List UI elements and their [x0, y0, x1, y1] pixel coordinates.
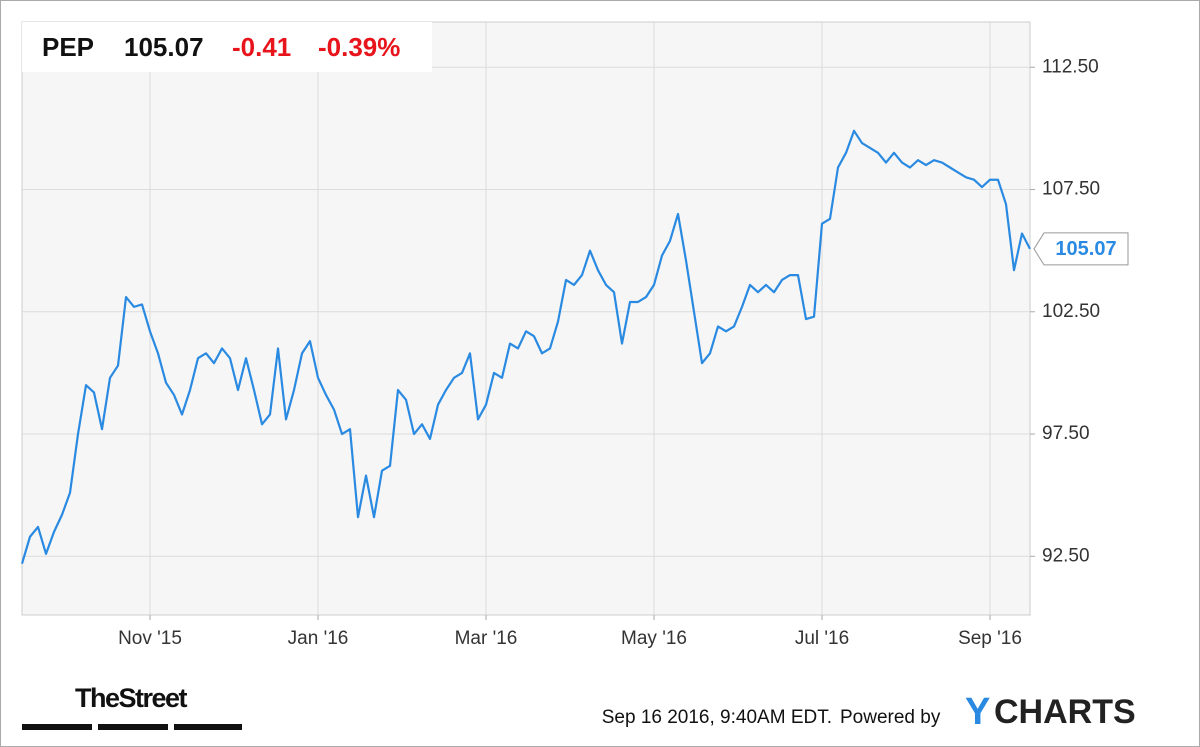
last-value-label: 105.07	[1055, 238, 1116, 260]
timestamp: Sep 16 2016, 9:40AM EDT.	[602, 707, 832, 728]
y-tick-label: 92.50	[1042, 545, 1090, 566]
change: -0.41	[232, 32, 291, 62]
x-tick-label: Mar '16	[455, 628, 518, 649]
price-line	[20, 129, 1031, 564]
x-tick-label: May '16	[621, 628, 687, 649]
y-tick-label: 107.50	[1042, 179, 1100, 200]
x-tick-label: Sep '16	[958, 628, 1022, 649]
y-tick-label: 112.50	[1042, 56, 1099, 77]
x-tick-label: Nov '15	[118, 628, 182, 649]
quote-box	[22, 22, 432, 72]
y-tick-label: 102.50	[1042, 301, 1100, 322]
change-percent: -0.39%	[318, 32, 400, 62]
brand-mark: Y	[965, 691, 990, 733]
price: 105.07	[124, 32, 204, 62]
logo-bar	[98, 724, 168, 730]
brand-name: CHARTS	[994, 693, 1136, 731]
plot-area	[21, 21, 1031, 616]
x-tick-label: Jan '16	[288, 628, 349, 649]
ticker: PEP	[42, 32, 94, 62]
logo-bar	[174, 724, 242, 730]
publisher-logo: TheStreet	[75, 683, 188, 713]
y-tick-label: 97.50	[1042, 423, 1090, 444]
logo-bar	[22, 724, 92, 730]
x-tick-label: Jul '16	[795, 628, 849, 649]
last-value-callout	[1033, 232, 1129, 266]
powered-by: Powered by	[840, 707, 941, 728]
